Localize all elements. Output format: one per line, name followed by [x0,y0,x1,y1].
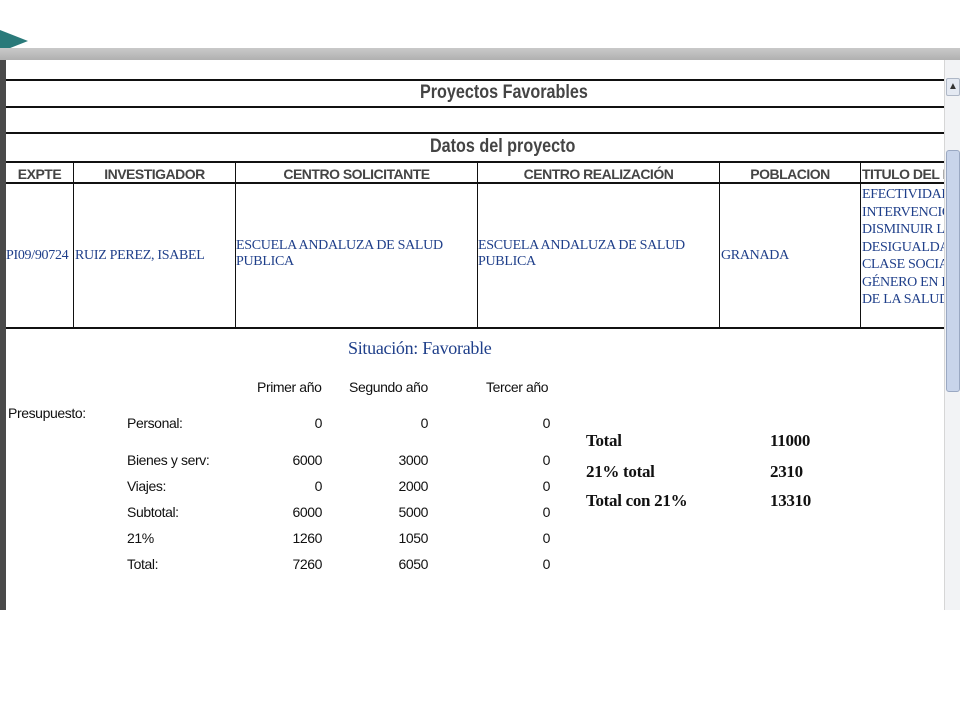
cell-line: DISMINUIR LA [862,222,944,237]
summary-label: Total [586,431,622,450]
cell-line: DESIGUALDAI [862,239,944,255]
summary-value: 11000 [770,431,811,450]
cell-line: PUBLICA [236,254,294,269]
budget-value: 0 [542,478,551,494]
column-divider [860,162,861,328]
scroll-up-arrow-icon[interactable]: ▲ [946,78,960,96]
budget-row-label: Bienes y serv: [127,452,210,468]
window-toolbar [0,48,960,60]
cell-line: EFECTIVIDAD [862,187,944,202]
window-left-border [0,60,6,610]
summary-label: Total con 21% [586,491,688,510]
budget-value: 6050 [398,556,428,572]
year-header: Primer año [257,379,322,395]
budget-value: 3000 [398,452,428,468]
cell-line: PUBLICA [478,254,536,269]
column-divider [235,162,236,328]
status-text: Situación: Favorable [348,338,492,358]
budget-row-label: 21% [127,530,154,546]
budget-value: 0 [314,415,323,431]
budget-value: 0 [420,415,429,431]
cell-expte: PI09/90724 [6,248,69,263]
budget-value: 0 [542,452,551,468]
column-header-centro-realizacion: CENTRO REALIZACIÓN [523,166,674,182]
summary-label: 21% total [586,462,655,481]
table-rule [6,106,944,108]
budget-value: 0 [542,415,551,431]
column-divider [477,162,478,328]
cell-line: CLASE SOCIAI [862,257,944,272]
year-header: Segundo año [349,379,428,395]
column-header-expte: EXPTE [17,166,62,182]
budget-value: 1050 [398,530,428,546]
budget-value: 1260 [292,530,322,546]
presupuesto-label: Presupuesto: [8,405,86,421]
section-title: Datos del proyecto [430,136,576,157]
slide-corner-triangle [0,30,28,52]
cell-line: ESCUELA ANDALUZA DE SALUD [236,238,443,253]
column-divider [719,162,720,328]
cell-poblacion: GRANADA [721,248,789,263]
scrollbar-thumb[interactable] [946,150,960,392]
column-header-investigador: INVESTIGADOR [104,166,205,182]
table-rule [6,161,944,163]
budget-row-label: Viajes: [127,478,166,494]
budget-row-label: Personal: [127,415,183,431]
cell-titulo: EFECTIVIDAD INTERVENCIO DISMINUIR LA DES… [862,186,944,309]
column-header-centro-solicitante: CENTRO SOLICITANTE [283,166,430,182]
table-rule [6,132,944,134]
budget-row-label: Total: [127,556,159,572]
cell-line: INTERVENCIO [862,204,944,220]
column-divider [73,162,74,328]
cell-centro-solicitante: ESCUELA ANDALUZA DE SALUD PUBLICA [236,238,443,270]
budget-value: 0 [314,478,323,494]
budget-value: 0 [542,504,551,520]
page-title: Proyectos Favorables [420,82,588,103]
column-header-titulo: TITULO DEL P [862,166,944,182]
table-rule [6,327,944,329]
cell-line: DE LA SALUD [862,292,944,307]
cell-line: GÉNERO EN EI [862,274,944,290]
budget-value: 6000 [292,504,322,520]
budget-value: 0 [542,530,551,546]
cell-centro-realizacion: ESCUELA ANDALUZA DE SALUD PUBLICA [478,238,685,270]
budget-value: 5000 [398,504,428,520]
cell-investigador: RUIZ PEREZ, ISABEL [75,248,205,263]
table-rule [6,79,944,81]
budget-value: 2000 [398,478,428,494]
column-header-poblacion: POBLACION [750,166,830,182]
budget-value: 7260 [292,556,322,572]
document-window [0,60,960,610]
cell-line: ESCUELA ANDALUZA DE SALUD [478,238,685,253]
year-header: Tercer año [486,379,549,395]
budget-row-label: Subtotal: [127,504,179,520]
summary-value: 2310 [770,462,803,481]
summary-value: 13310 [770,491,812,510]
budget-value: 0 [542,556,551,572]
budget-value: 6000 [292,452,322,468]
table-rule [6,182,944,184]
